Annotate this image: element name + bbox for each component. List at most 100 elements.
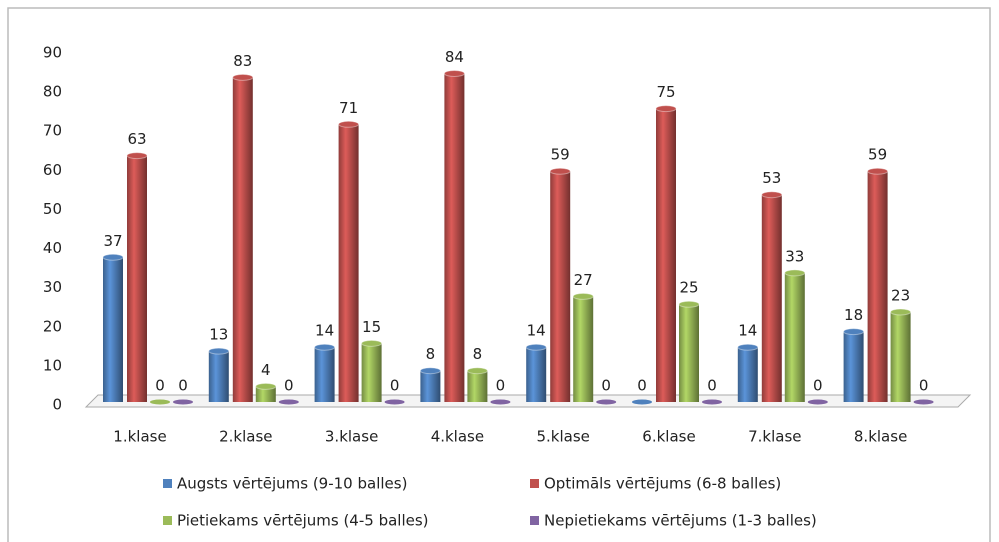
bar-top bbox=[655, 105, 677, 113]
bar-top bbox=[549, 167, 571, 175]
y-tick-label: 50 bbox=[43, 200, 62, 218]
y-tick-label: 60 bbox=[43, 161, 62, 179]
bar bbox=[890, 312, 911, 402]
data-label: 63 bbox=[127, 130, 146, 148]
x-tick-label: 4.klase bbox=[431, 428, 484, 446]
data-label: 18 bbox=[844, 306, 863, 324]
data-label: 0 bbox=[601, 377, 611, 395]
data-label: 0 bbox=[637, 377, 647, 395]
bar-top bbox=[314, 343, 336, 351]
bar bbox=[843, 331, 864, 402]
bar-top bbox=[784, 269, 806, 277]
bar-top bbox=[208, 347, 230, 355]
legend-label: Optimāls vērtējums (6-8 balles) bbox=[544, 475, 781, 493]
x-tick-label: 2.klase bbox=[219, 428, 272, 446]
legend-marker bbox=[163, 516, 172, 525]
y-tick-label: 80 bbox=[43, 83, 62, 101]
bar bbox=[103, 257, 123, 402]
bar bbox=[127, 155, 147, 402]
bar-top bbox=[867, 167, 889, 175]
bar-top bbox=[443, 69, 465, 77]
legend-label: Pietiekams vērtējums (4-5 balles) bbox=[177, 512, 429, 530]
data-label: 25 bbox=[679, 279, 698, 297]
bar-top bbox=[737, 343, 759, 351]
bar bbox=[208, 351, 229, 402]
legend-label: Nepietiekams vērtējums (1-3 balles) bbox=[544, 512, 817, 530]
data-label: 75 bbox=[656, 83, 675, 101]
bar bbox=[278, 399, 299, 405]
bar bbox=[444, 73, 465, 402]
data-label: 14 bbox=[738, 322, 757, 340]
y-tick-label: 20 bbox=[43, 317, 62, 335]
bar bbox=[361, 343, 382, 402]
data-label: 83 bbox=[233, 52, 252, 70]
bar bbox=[338, 124, 359, 403]
y-tick-label: 10 bbox=[43, 356, 62, 374]
data-label: 0 bbox=[813, 377, 823, 395]
bar bbox=[596, 399, 617, 405]
data-label: 0 bbox=[919, 377, 929, 395]
bar bbox=[784, 272, 805, 402]
data-label: 27 bbox=[574, 271, 593, 289]
y-tick-label: 0 bbox=[52, 396, 62, 414]
data-label: 59 bbox=[868, 146, 887, 164]
x-tick-label: 1.klase bbox=[113, 428, 166, 446]
x-tick-label: 5.klase bbox=[536, 428, 589, 446]
data-label: 0 bbox=[155, 377, 165, 395]
data-label: 23 bbox=[891, 287, 910, 305]
bar-top bbox=[126, 152, 148, 160]
bar bbox=[632, 399, 652, 405]
bar-top bbox=[255, 382, 277, 390]
data-label: 13 bbox=[209, 326, 228, 344]
bar bbox=[420, 370, 441, 402]
data-label: 0 bbox=[284, 377, 294, 395]
bar bbox=[173, 399, 193, 405]
bar-top bbox=[890, 308, 912, 316]
x-tick-label: 7.klase bbox=[748, 428, 801, 446]
bar bbox=[384, 399, 405, 405]
bar-top bbox=[843, 328, 865, 336]
bar-top bbox=[525, 343, 547, 351]
bar bbox=[232, 77, 253, 402]
y-tick-label: 90 bbox=[43, 44, 62, 62]
bar bbox=[526, 347, 547, 402]
data-label: 8 bbox=[473, 345, 483, 363]
data-label: 0 bbox=[390, 377, 400, 395]
x-tick-label: 3.klase bbox=[325, 428, 378, 446]
bar bbox=[807, 399, 828, 405]
x-tick-label: 6.klase bbox=[642, 428, 695, 446]
data-label: 33 bbox=[785, 247, 804, 265]
bar bbox=[255, 386, 276, 402]
data-label: 53 bbox=[762, 169, 781, 187]
bar bbox=[913, 399, 934, 405]
bar-top bbox=[761, 191, 783, 199]
bar-top bbox=[338, 120, 360, 128]
data-label: 37 bbox=[103, 232, 122, 250]
bar bbox=[490, 399, 511, 405]
bar bbox=[550, 171, 571, 402]
y-tick-label: 40 bbox=[43, 239, 62, 257]
data-label: 0 bbox=[178, 377, 188, 395]
data-label: 8 bbox=[426, 345, 436, 363]
data-label: 4 bbox=[261, 361, 271, 379]
legend-marker bbox=[163, 479, 172, 488]
data-label: 14 bbox=[315, 322, 334, 340]
bar bbox=[761, 194, 782, 402]
data-label: 59 bbox=[551, 146, 570, 164]
data-label: 71 bbox=[339, 99, 358, 117]
data-label: 14 bbox=[527, 322, 546, 340]
bar bbox=[573, 296, 594, 402]
y-tick-label: 30 bbox=[43, 278, 62, 296]
data-label: 0 bbox=[496, 377, 506, 395]
legend-marker bbox=[530, 516, 539, 525]
bar-top bbox=[419, 367, 441, 375]
bar-top bbox=[678, 300, 700, 308]
bar bbox=[314, 347, 335, 402]
bar bbox=[737, 347, 758, 402]
bar-top bbox=[102, 253, 124, 261]
legend-marker bbox=[530, 479, 539, 488]
chart-frame bbox=[7, 7, 991, 542]
bar-top bbox=[232, 73, 254, 81]
data-label: 0 bbox=[707, 377, 717, 395]
